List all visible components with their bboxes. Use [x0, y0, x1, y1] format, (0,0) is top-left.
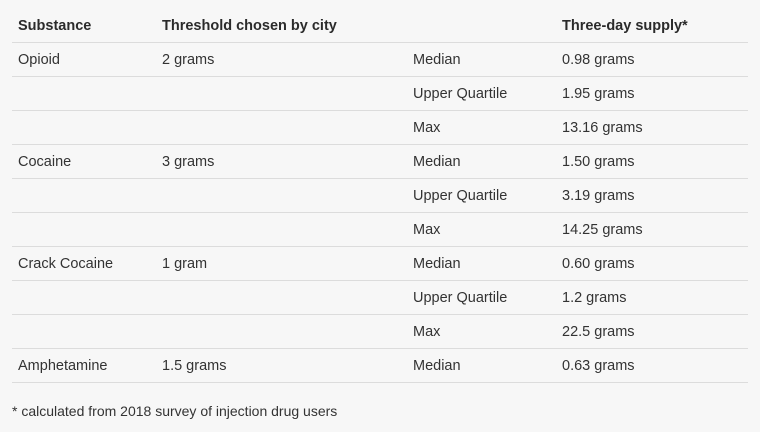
table-row: Max 22.5 grams [12, 314, 748, 349]
substance-cell [12, 314, 156, 349]
table-row: Max 14.25 grams [12, 212, 748, 247]
threshold-cell [156, 212, 407, 247]
table-row: Crack Cocaine 1 gram Median 0.60 grams [12, 246, 748, 281]
threshold-cell: 1.5 grams [156, 348, 407, 383]
table-row: Upper Quartile 3.19 grams [12, 178, 748, 213]
statistic-cell: Median [407, 144, 556, 179]
substance-cell: Cocaine [12, 144, 156, 179]
substance-cell [12, 212, 156, 247]
supply-cell: 14.25 grams [556, 212, 748, 247]
threshold-cell [156, 110, 407, 145]
substance-cell: Crack Cocaine [12, 246, 156, 281]
table-row: Cocaine 3 grams Median 1.50 grams [12, 144, 748, 179]
supply-cell: 13.16 grams [556, 110, 748, 145]
table-row: Amphetamine 1.5 grams Median 0.63 grams [12, 348, 748, 383]
supply-cell: 3.19 grams [556, 178, 748, 213]
supply-cell: 1.50 grams [556, 144, 748, 179]
header-row: Substance Threshold chosen by city Three… [12, 9, 748, 43]
threshold-cell [156, 314, 407, 349]
header-substance: Substance [12, 9, 156, 43]
substance-cell [12, 76, 156, 111]
table-row: Max 13.16 grams [12, 110, 748, 145]
supply-threshold-table: Substance Threshold chosen by city Three… [12, 9, 748, 383]
substance-cell [12, 178, 156, 213]
statistic-cell: Median [407, 348, 556, 383]
statistic-cell: Median [407, 42, 556, 77]
header-statistic [407, 9, 556, 43]
statistic-cell: Upper Quartile [407, 280, 556, 315]
supply-cell: 1.95 grams [556, 76, 748, 111]
supply-threshold-table-container: Substance Threshold chosen by city Three… [12, 9, 748, 383]
threshold-cell: 2 grams [156, 42, 407, 77]
supply-cell: 0.98 grams [556, 42, 748, 77]
supply-cell: 22.5 grams [556, 314, 748, 349]
substance-cell [12, 110, 156, 145]
statistic-cell: Max [407, 110, 556, 145]
table-header: Substance Threshold chosen by city Three… [12, 9, 748, 43]
supply-cell: 0.63 grams [556, 348, 748, 383]
threshold-cell [156, 76, 407, 111]
header-threshold: Threshold chosen by city [156, 9, 407, 43]
statistic-cell: Upper Quartile [407, 178, 556, 213]
threshold-cell [156, 280, 407, 315]
substance-cell [12, 280, 156, 315]
substance-cell: Opioid [12, 42, 156, 77]
substance-cell: Amphetamine [12, 348, 156, 383]
statistic-cell: Median [407, 246, 556, 281]
threshold-cell [156, 178, 407, 213]
statistic-cell: Max [407, 212, 556, 247]
supply-cell: 1.2 grams [556, 280, 748, 315]
footnote: * calculated from 2018 survey of injecti… [12, 403, 338, 419]
threshold-cell: 3 grams [156, 144, 407, 179]
table-row: Upper Quartile 1.95 grams [12, 76, 748, 111]
table-row: Opioid 2 grams Median 0.98 grams [12, 42, 748, 77]
statistic-cell: Max [407, 314, 556, 349]
threshold-cell: 1 gram [156, 246, 407, 281]
supply-cell: 0.60 grams [556, 246, 748, 281]
table-body: Opioid 2 grams Median 0.98 grams Upper Q… [12, 42, 748, 383]
header-three-day-supply: Three-day supply* [556, 9, 748, 43]
statistic-cell: Upper Quartile [407, 76, 556, 111]
table-row: Upper Quartile 1.2 grams [12, 280, 748, 315]
